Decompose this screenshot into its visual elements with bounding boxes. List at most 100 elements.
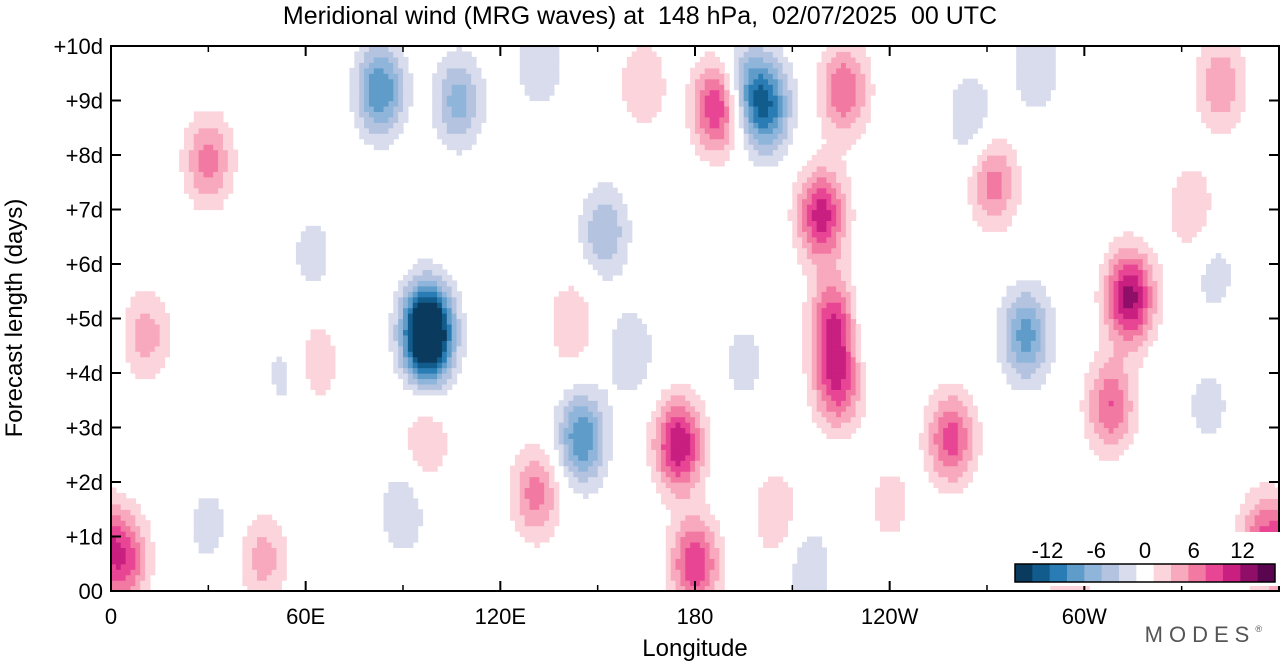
field-cell — [1157, 264, 1163, 271]
field-cell — [695, 411, 701, 418]
field-cell — [252, 585, 258, 591]
field-cell — [120, 498, 127, 505]
field-cell — [836, 432, 842, 439]
field-cell — [140, 329, 146, 336]
field-cell — [1269, 514, 1275, 521]
field-cell — [437, 432, 443, 439]
field-cell — [1118, 345, 1124, 352]
field-cell — [549, 531, 555, 538]
field-cell — [836, 389, 842, 396]
field-cell — [836, 242, 842, 249]
field-cell — [733, 345, 740, 352]
field-cell — [763, 138, 769, 145]
field-cell — [753, 100, 759, 107]
field-cell — [266, 547, 273, 554]
field-cell — [461, 351, 467, 358]
field-cell — [675, 449, 681, 456]
field-cell — [198, 165, 205, 172]
field-cell — [519, 531, 526, 538]
field-cell — [587, 220, 594, 227]
field-cell — [811, 193, 818, 200]
field-cell — [1118, 400, 1124, 407]
field-cell — [208, 198, 214, 205]
field-cell — [1147, 340, 1154, 347]
field-cell — [203, 193, 209, 200]
field-cell — [690, 580, 696, 587]
field-cell — [441, 105, 448, 112]
field-cell — [967, 133, 973, 140]
field-cell — [203, 509, 209, 516]
field-cell — [257, 569, 263, 576]
field-cell — [782, 116, 789, 123]
field-cell — [539, 449, 545, 456]
field-cell — [125, 558, 132, 565]
field-cell — [388, 100, 394, 107]
field-cell — [690, 105, 696, 112]
field-cell — [1113, 454, 1119, 461]
field-cell — [777, 520, 784, 527]
field-cell — [772, 492, 779, 499]
field-cell — [987, 144, 993, 151]
field-cell — [1123, 247, 1129, 254]
field-cell — [821, 144, 827, 151]
field-cell — [811, 187, 818, 194]
field-cell — [403, 383, 409, 390]
field-cell — [612, 236, 618, 243]
field-cell — [636, 105, 643, 112]
field-cell — [1157, 269, 1163, 276]
field-cell — [573, 329, 579, 336]
field-cell — [407, 329, 414, 336]
field-cell — [422, 302, 428, 309]
field-cell — [188, 122, 195, 129]
field-cell — [135, 307, 141, 314]
field-cell — [918, 432, 925, 439]
field-cell — [1249, 514, 1256, 521]
field-cell — [208, 187, 214, 194]
field-cell — [675, 471, 681, 478]
field-cell — [1021, 351, 1027, 358]
field-cell — [1108, 427, 1115, 434]
field-cell — [977, 422, 983, 429]
field-cell — [193, 198, 200, 205]
field-cell — [578, 482, 584, 489]
field-cell — [704, 138, 711, 145]
field-cell — [597, 253, 604, 260]
field-cell — [607, 432, 613, 439]
field-cell — [1098, 422, 1105, 429]
field-cell — [1050, 585, 1056, 591]
field-cell — [685, 487, 691, 494]
field-cell — [933, 432, 939, 439]
field-cell — [753, 127, 759, 134]
field-cell — [1152, 302, 1158, 309]
field-cell — [412, 291, 419, 298]
field-cell — [821, 247, 827, 254]
field-cell — [656, 427, 662, 434]
field-cell — [184, 155, 190, 162]
field-cell — [972, 198, 978, 205]
field-cell — [1035, 356, 1042, 363]
field-cell — [1201, 427, 1207, 434]
field-cell — [695, 552, 701, 559]
field-cell — [977, 160, 983, 167]
field-cell — [626, 318, 633, 325]
field-cell — [1133, 236, 1139, 243]
field-cell — [441, 323, 448, 330]
field-cell — [583, 220, 589, 227]
field-cell — [514, 498, 521, 505]
field-cell — [412, 274, 419, 281]
field-cell — [514, 487, 521, 494]
field-cell — [1206, 105, 1212, 112]
field-cell — [130, 334, 136, 341]
field-cell — [894, 514, 900, 521]
field-cell — [836, 378, 842, 385]
field-cell — [198, 122, 205, 129]
field-cell — [816, 302, 823, 309]
field-cell — [943, 487, 949, 494]
field-cell — [573, 482, 579, 489]
field-cell — [437, 127, 443, 134]
field-cell — [1113, 264, 1119, 271]
field-cell — [1098, 285, 1105, 292]
field-cell — [821, 296, 827, 303]
field-cell — [140, 362, 146, 369]
field-cell — [149, 340, 156, 347]
